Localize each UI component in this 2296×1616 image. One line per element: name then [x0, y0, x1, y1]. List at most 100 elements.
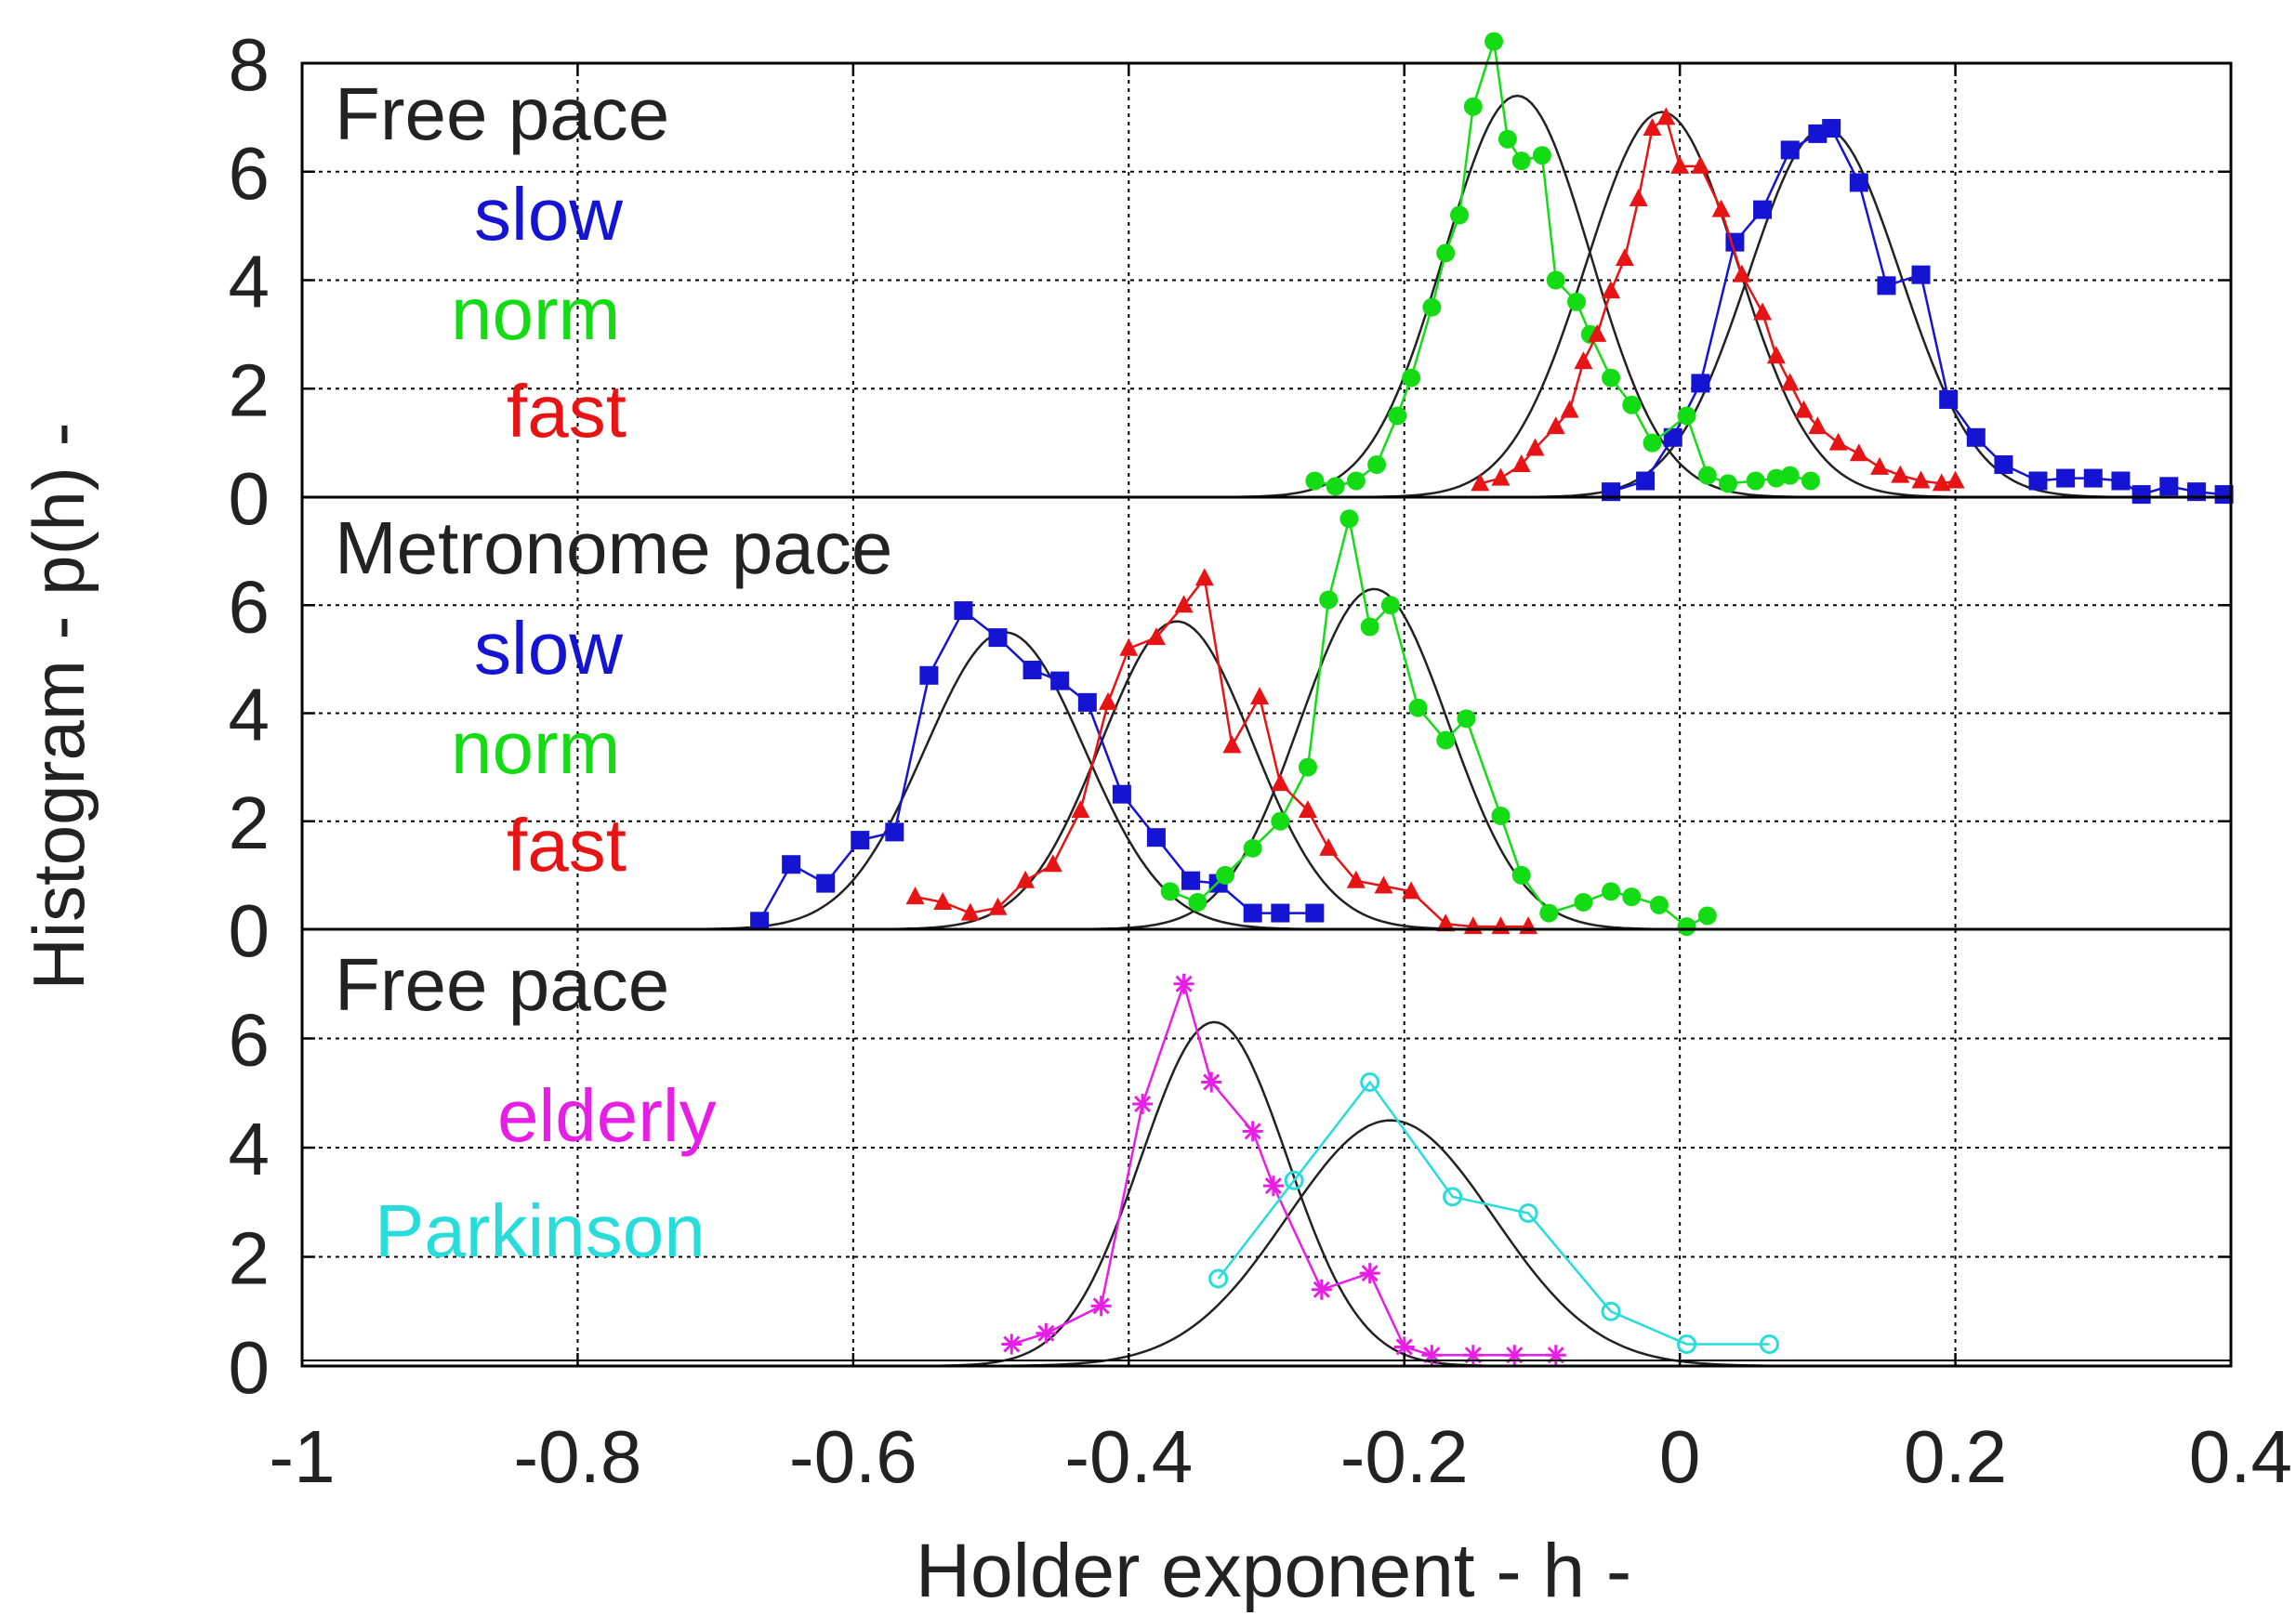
data-point — [1677, 406, 1696, 426]
data-point — [1462, 1345, 1484, 1366]
data-point — [851, 831, 870, 850]
data-point — [1408, 698, 1428, 717]
data-point — [1250, 687, 1270, 705]
y-tick-label: 8 — [229, 23, 271, 106]
data-point — [1574, 892, 1593, 912]
data-point — [1311, 1279, 1332, 1300]
data-point — [1766, 346, 1786, 364]
data-point — [1436, 730, 1456, 750]
series-line — [1610, 126, 2224, 496]
data-point — [1360, 1072, 1380, 1092]
data-point — [1050, 671, 1070, 690]
data-point — [1271, 773, 1290, 792]
data-point — [1298, 800, 1317, 819]
data-point — [1222, 735, 1242, 754]
data-point — [1994, 454, 2013, 474]
data-point — [1601, 1301, 1621, 1321]
data-point — [1629, 188, 1648, 206]
data-point — [1525, 438, 1545, 456]
data-point — [1602, 368, 1621, 388]
data-point — [1753, 200, 1773, 219]
data-point — [750, 912, 770, 931]
data-point — [1374, 875, 1393, 894]
data-point — [1794, 400, 1814, 418]
data-point — [1077, 692, 1097, 712]
data-point — [1677, 1334, 1697, 1354]
data-point — [1877, 276, 1896, 296]
data-point — [1849, 443, 1868, 462]
data-point — [1691, 374, 1710, 393]
data-point — [1780, 466, 1800, 485]
data-point — [1870, 456, 1890, 475]
star-stroke — [1134, 1095, 1152, 1113]
y-tick-label: 2 — [229, 782, 271, 864]
data-point — [1746, 471, 1765, 491]
data-point — [1753, 302, 1773, 321]
data-point — [1636, 471, 1656, 491]
star-stroke — [1203, 1073, 1221, 1091]
data-point — [1243, 903, 1262, 923]
data-point — [1560, 400, 1579, 418]
data-point — [816, 874, 836, 893]
data-point — [2056, 468, 2076, 488]
data-point — [1602, 882, 1621, 901]
data-point — [1518, 1203, 1538, 1223]
data-point — [2159, 477, 2179, 496]
data-point — [1801, 471, 1820, 491]
data-point — [1450, 205, 1469, 225]
legend-label: slow — [474, 173, 623, 256]
x-tick-label: -0.4 — [1064, 1415, 1193, 1498]
y-tick-label: 0 — [229, 1326, 271, 1409]
data-point — [1402, 368, 1421, 388]
star-stroke — [1313, 1281, 1330, 1298]
data-point — [1966, 427, 1986, 447]
data-point — [1298, 757, 1317, 777]
data-point — [1780, 140, 1800, 160]
data-point — [1339, 509, 1359, 529]
data-point — [1436, 243, 1456, 263]
data-point — [1367, 454, 1387, 474]
legend-label: norm — [451, 706, 620, 789]
data-point — [1546, 416, 1565, 435]
data-point — [988, 897, 1008, 915]
data-point — [1491, 916, 1511, 935]
data-point — [2214, 485, 2234, 505]
data-point — [1491, 806, 1511, 825]
y-tick-label: 6 — [229, 999, 271, 1082]
data-point — [1402, 881, 1421, 900]
data-point — [1262, 1176, 1284, 1197]
series-layer — [750, 32, 2234, 1366]
data-point — [1911, 470, 1931, 489]
data-point — [1036, 1322, 1057, 1344]
data-point — [782, 855, 801, 874]
data-point — [1519, 916, 1538, 935]
data-point — [1498, 129, 1517, 149]
y-tick-label: 2 — [229, 1217, 271, 1300]
data-point — [1443, 1187, 1463, 1207]
x-tick-label: 0.2 — [1904, 1415, 2007, 1498]
data-point — [1146, 828, 1166, 847]
data-point — [1359, 1263, 1380, 1284]
data-point — [1697, 466, 1717, 485]
data-point — [1112, 784, 1131, 804]
data-point — [1146, 627, 1166, 646]
data-point — [1099, 691, 1118, 710]
data-point — [1932, 473, 1951, 492]
data-point — [988, 628, 1008, 648]
data-point — [1188, 892, 1207, 912]
data-point — [1545, 1345, 1566, 1366]
data-point — [1719, 474, 1738, 493]
x-tick-label: 0.4 — [2189, 1415, 2292, 1498]
data-point — [1422, 297, 1442, 317]
data-point — [1588, 323, 1607, 342]
data-point — [1305, 903, 1325, 923]
data-point — [1201, 1071, 1222, 1093]
x-tick-label: 0 — [1659, 1415, 1701, 1498]
data-point — [1780, 373, 1800, 391]
y-tick-label: 2 — [229, 348, 271, 431]
panel-title: Free pace — [335, 72, 669, 155]
panel-title: Free pace — [335, 943, 669, 1026]
data-point — [1766, 468, 1786, 488]
data-point — [905, 887, 925, 905]
labels-layer: 0 2 4 6 8 Free pace slow norm fast 0 2 4 6 Metronome … — [229, 23, 2293, 1498]
